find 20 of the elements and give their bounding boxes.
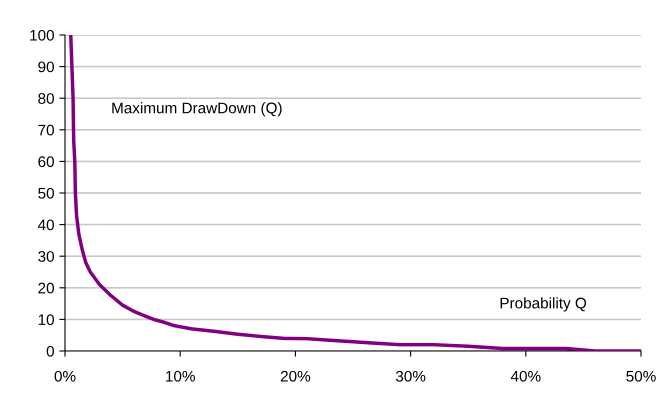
y-tick-label: 70	[38, 124, 54, 136]
y-tick-label: 0	[46, 346, 54, 357]
y-tick-label: 10	[38, 314, 54, 326]
y-tick-label: 20	[38, 282, 54, 294]
x-tick-label: 20%	[280, 370, 310, 382]
x-tick-label: 40%	[510, 370, 541, 382]
y-tick-label: 50	[38, 188, 54, 199]
x-tick-label: 50%	[626, 370, 656, 382]
x-tick-label: 30%	[396, 370, 426, 382]
y-tick-label: 40	[38, 219, 54, 230]
line-series	[69, 35, 641, 351]
y-axis-title: Maximum DrawDown (Q)	[112, 102, 282, 116]
y-tick-label: 100	[30, 30, 54, 41]
x-tick-label: 10%	[166, 370, 195, 382]
y-tick-label: 90	[38, 61, 54, 72]
x-tick-label: 0%	[54, 370, 76, 382]
x-axis-title: Probability Q	[500, 297, 586, 312]
y-tick-label: 30	[38, 251, 54, 262]
y-tick-label: 80	[38, 93, 54, 104]
y-tick-label: 60	[38, 156, 54, 168]
